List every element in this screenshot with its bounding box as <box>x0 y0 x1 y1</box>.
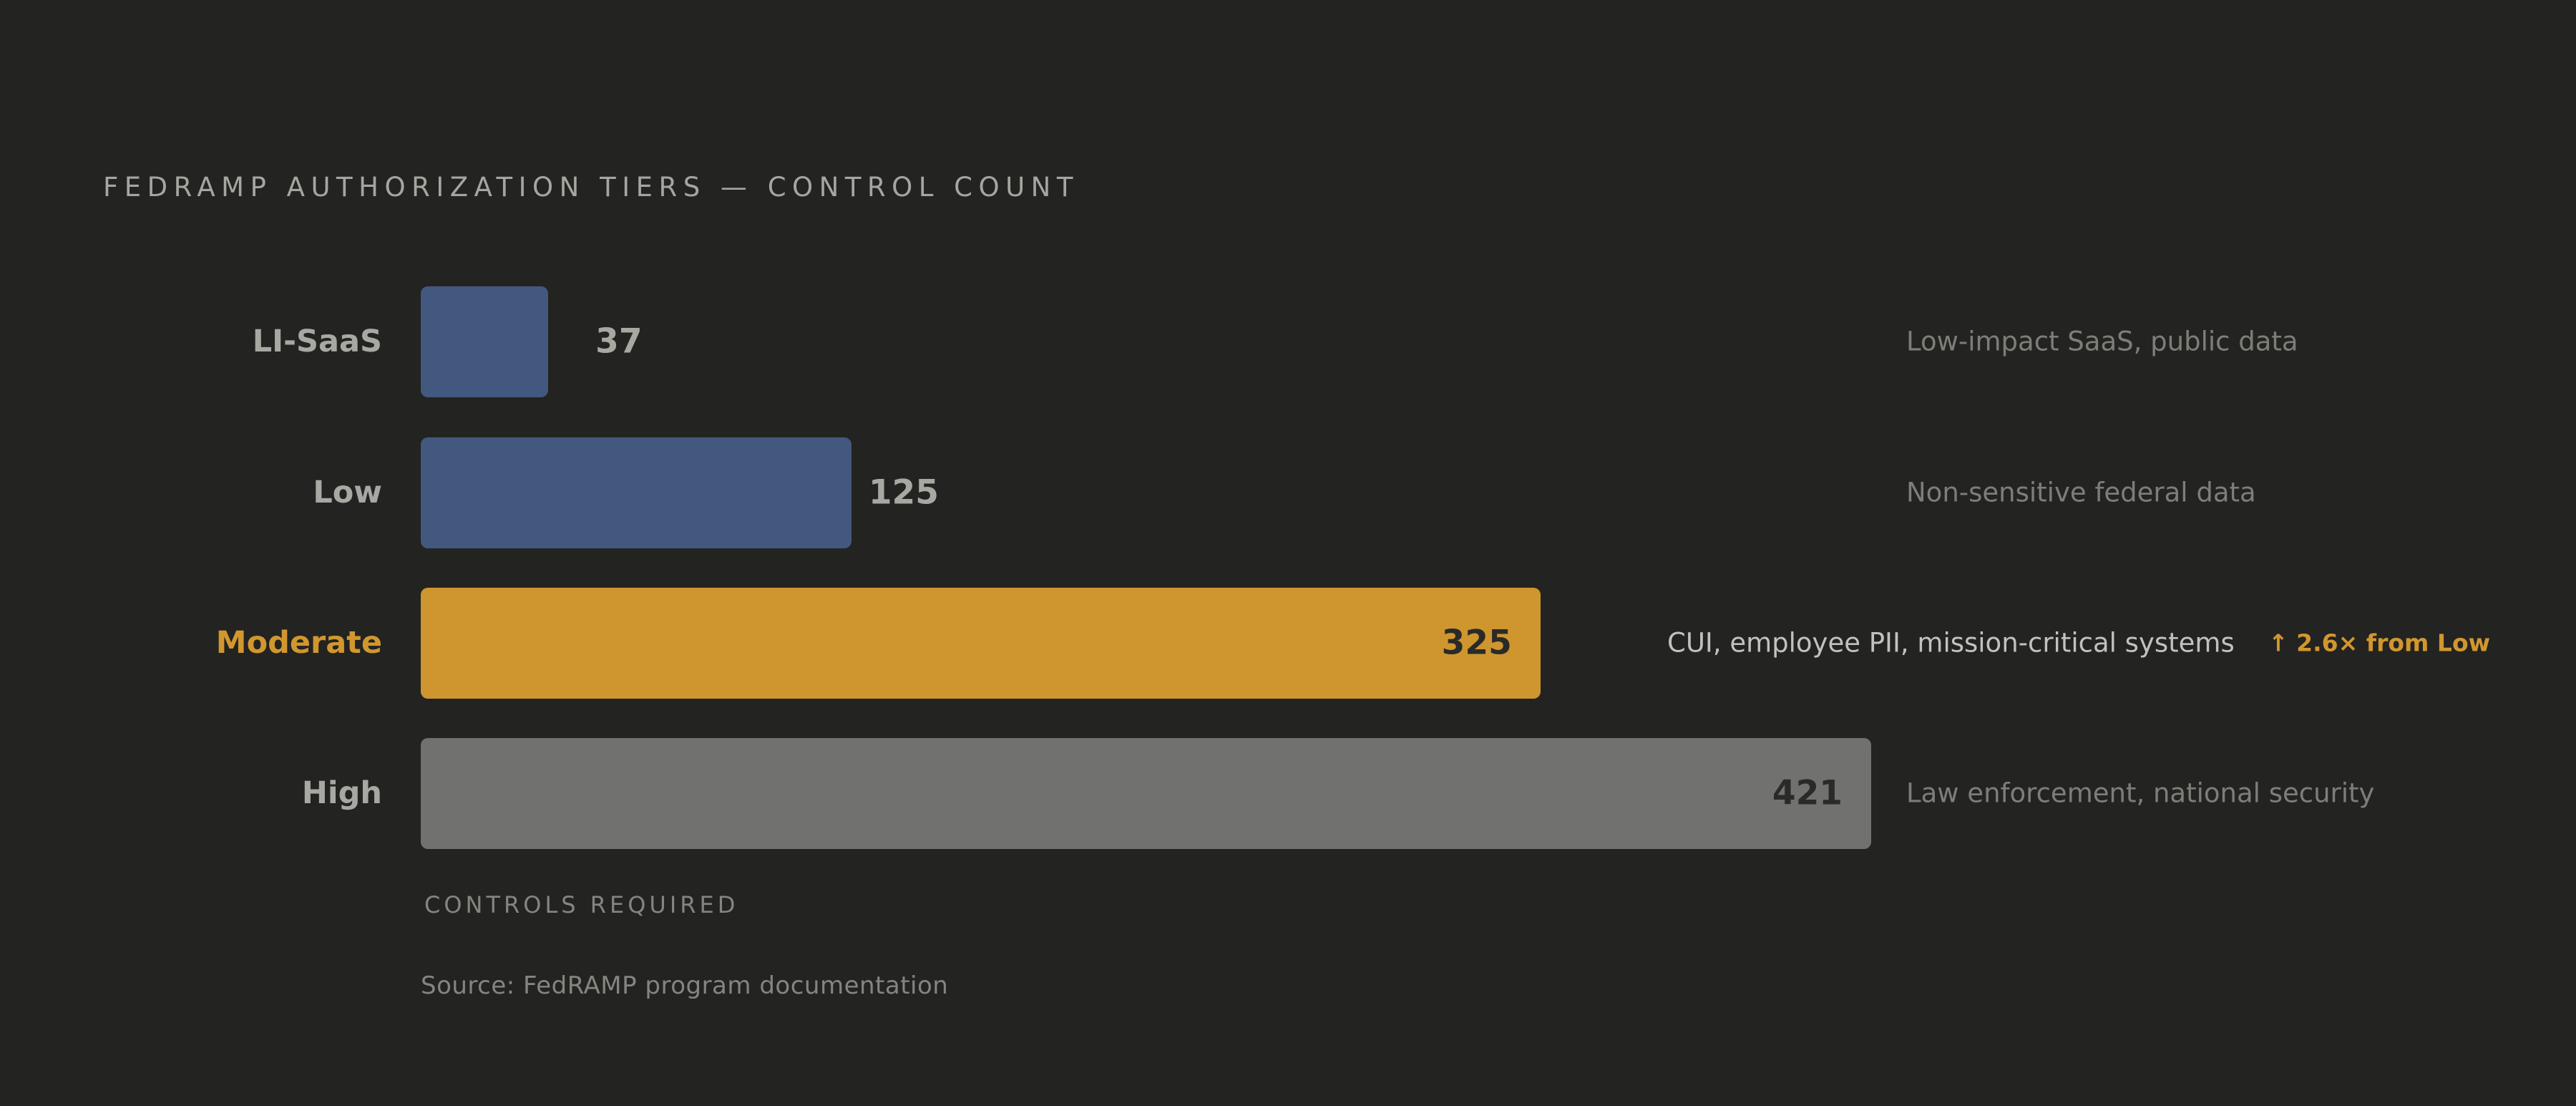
description-high: Law enforcement, national security <box>1906 777 2375 809</box>
category-label-moderate: Moderate <box>215 625 382 661</box>
description-low: Non-sensitive federal data <box>1906 477 2256 508</box>
bar-li-saas <box>421 286 549 397</box>
bar-high <box>421 737 1871 849</box>
chart-title: FEDRAMP AUTHORIZATION TIERS — CONTROL CO… <box>103 172 1079 203</box>
description-moderate: CUI, employee PII, mission-critical syst… <box>1667 627 2235 659</box>
category-label-low: Low <box>313 475 382 510</box>
source-note: Source: FedRAMP program documentation <box>421 971 949 1000</box>
category-label-li-saas: LI-SaaS <box>252 324 382 359</box>
value-label-low: 125 <box>868 472 939 513</box>
x-axis-label: CONTROLS REQUIRED <box>424 891 739 918</box>
description-li-saas: Low-impact SaaS, public data <box>1906 326 2298 357</box>
growth-callout: ↑ 2.6× from Low <box>2268 629 2491 657</box>
bar-low <box>421 437 852 548</box>
bar-moderate <box>421 587 1541 699</box>
value-label-moderate: 325 <box>1441 623 1512 663</box>
value-label-li-saas: 37 <box>595 321 643 362</box>
value-label-high: 421 <box>1772 773 1843 813</box>
category-label-high: High <box>301 775 382 811</box>
